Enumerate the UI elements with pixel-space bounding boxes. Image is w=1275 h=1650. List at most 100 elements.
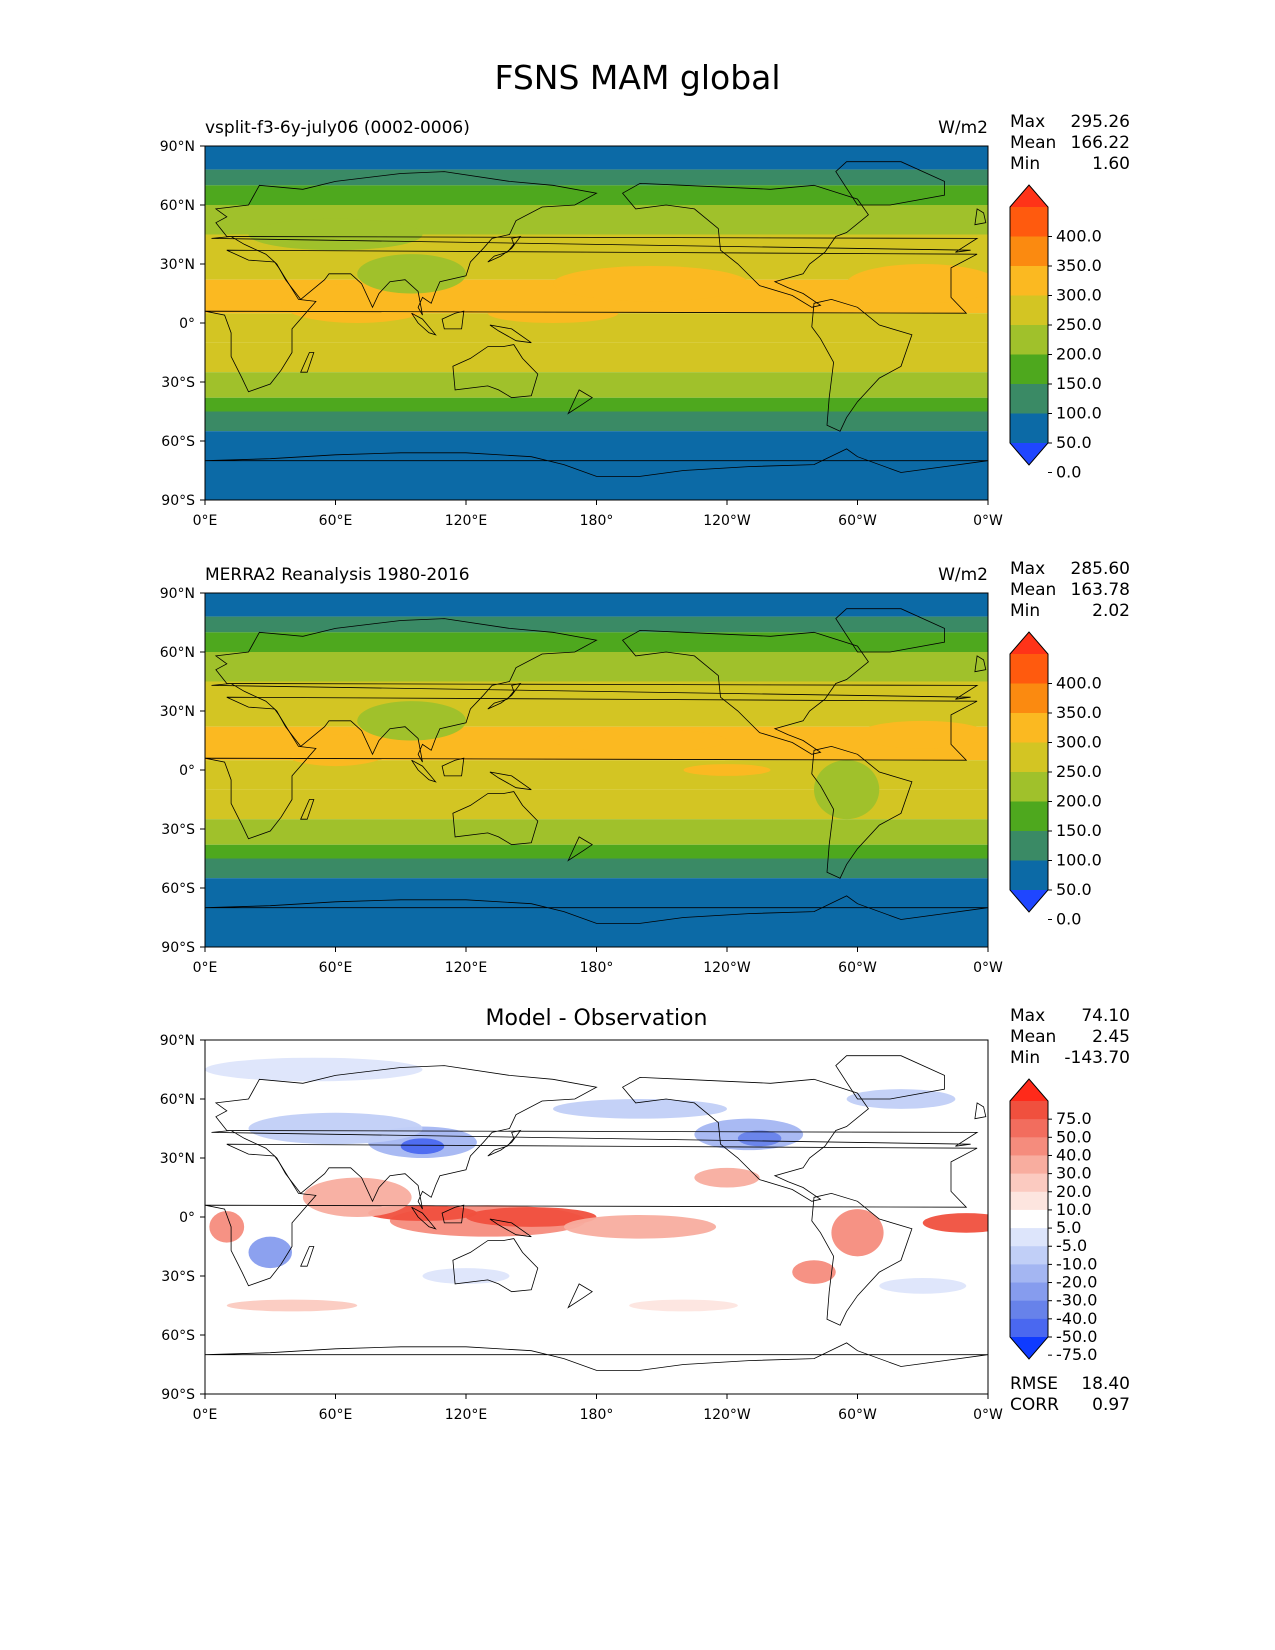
colorbar-segment	[1010, 713, 1048, 743]
coastline	[300, 799, 315, 820]
colorbar-segment	[1010, 742, 1048, 773]
field-blob	[683, 764, 771, 776]
field-blob	[248, 218, 423, 251]
field-blob	[281, 283, 434, 323]
field-blob	[922, 1213, 988, 1233]
stat-value-max: 74.10	[1081, 1006, 1130, 1026]
field-layer	[205, 1040, 988, 1394]
colorbar-segment	[1010, 1300, 1048, 1320]
coastline	[411, 312, 437, 336]
lat-tick-label: 30°N	[160, 257, 195, 273]
figure-title: FSNS MAM global	[494, 58, 781, 97]
coastline	[811, 1192, 913, 1326]
colorbar-segment	[1010, 1101, 1048, 1120]
map-model: 90°N 60°N 30°N 0° 30°S 60°S 90°S 0°E 60°E 120°E 18…	[160, 140, 1003, 529]
lon-tick-label: 0°W	[973, 1407, 1003, 1423]
field-blob	[226, 1299, 358, 1312]
lon-tick-label: 0°E	[193, 513, 218, 529]
field-band	[205, 397, 988, 412]
colorbar-label: -10.0	[1056, 1254, 1097, 1273]
field-blob	[792, 1260, 836, 1284]
colorbar-label: 50.0	[1056, 880, 1092, 899]
lat-tick-label: 30°S	[161, 822, 195, 838]
colorbar-label: 150.0	[1056, 821, 1102, 840]
coastline	[835, 161, 945, 206]
coastline	[621, 182, 869, 308]
coastline	[489, 771, 532, 791]
colorbar-label: 300.0	[1056, 733, 1102, 752]
lat-tick-label: 30°S	[161, 375, 195, 391]
colorbar-label: 100.0	[1056, 404, 1102, 423]
colorbar-segment	[1010, 1318, 1048, 1338]
coastline	[487, 1129, 522, 1157]
colorbar-label: 400.0	[1056, 227, 1102, 246]
stat-value-mean: 2.45	[1092, 1027, 1130, 1047]
rmse-label: RMSE	[1010, 1374, 1059, 1394]
lon-tick-label: 120°E	[445, 1407, 488, 1423]
coastline	[452, 344, 539, 399]
coastline	[489, 324, 532, 344]
colorbar-segment	[1010, 207, 1048, 237]
coastline	[441, 1204, 465, 1224]
lat-tick-label: 90°N	[160, 140, 195, 155]
coastline	[452, 791, 539, 846]
panel-units: W/m2	[938, 118, 988, 138]
field-band	[205, 681, 988, 711]
colorbar-segment	[1010, 801, 1048, 832]
lat-tick-label: 0°	[179, 1210, 195, 1226]
colorbar-label: 40.0	[1056, 1145, 1092, 1164]
lon-tick-label: 120°W	[703, 960, 751, 976]
lat-tick-label: 60°N	[160, 1092, 195, 1108]
colorbar-segment	[1010, 266, 1048, 296]
field-band	[205, 185, 988, 205]
field-band	[205, 844, 988, 859]
lat-tick-label: 30°N	[160, 704, 195, 720]
lat-tick-label: 90°N	[160, 587, 195, 602]
colorbar-observation: 400.0 350.0 300.0 250.0 200.0 150.0 100.0 50.0 0…	[1009, 631, 1102, 927]
colorbar-segment	[1010, 295, 1048, 326]
coastlines	[205, 1055, 988, 1371]
colorbar-segment	[1010, 1119, 1048, 1138]
coastline	[205, 1143, 978, 1287]
corr-label: CORR	[1010, 1395, 1059, 1415]
colorbar-segment	[1010, 1155, 1048, 1175]
lon-tick-label: 180°	[580, 513, 614, 529]
field-band	[205, 819, 988, 845]
corr-value: 0.97	[1092, 1395, 1130, 1415]
field-blob	[737, 1130, 782, 1147]
lon-tick-label: 120°W	[703, 1407, 751, 1423]
colorbar-label: 350.0	[1056, 256, 1102, 275]
field-band	[205, 616, 988, 633]
panel-center-title: Model - Observation	[485, 1006, 708, 1031]
lon-tick-label: 0°E	[193, 1407, 218, 1423]
field-blob	[879, 1277, 967, 1294]
lat-tick-label: 60°N	[160, 198, 195, 214]
lon-tick-label: 60°W	[838, 1407, 877, 1423]
lon-tick-label: 120°E	[445, 960, 488, 976]
colorbar-extend-max	[1010, 1079, 1048, 1101]
coastline	[974, 1102, 987, 1120]
stat-label-mean: Mean	[1010, 133, 1057, 153]
colorbar-segment	[1010, 354, 1048, 385]
lon-tick-label: 60°E	[319, 960, 353, 976]
coastlines	[205, 608, 988, 924]
field-band	[205, 372, 988, 398]
field-blob	[205, 1057, 423, 1082]
coastline	[974, 208, 987, 226]
lon-tick-label: 0°E	[193, 960, 218, 976]
lon-tick-label: 0°W	[973, 513, 1003, 529]
colorbar-extend-min	[1010, 890, 1048, 912]
lat-tick-label: 30°S	[161, 1269, 195, 1285]
coastline	[811, 298, 913, 432]
colorbar-segment	[1010, 683, 1048, 714]
colorbar-label: -40.0	[1056, 1309, 1097, 1328]
coastline	[974, 655, 987, 673]
lat-tick-label: 0°	[179, 316, 195, 332]
field-blob	[629, 1299, 738, 1312]
field-blob	[814, 760, 880, 820]
coastline	[211, 618, 979, 763]
field-band	[205, 431, 988, 500]
field-blob	[846, 1089, 956, 1109]
colorbar-segment	[1010, 1246, 1048, 1265]
colorbar-label: -50.0	[1056, 1327, 1097, 1346]
